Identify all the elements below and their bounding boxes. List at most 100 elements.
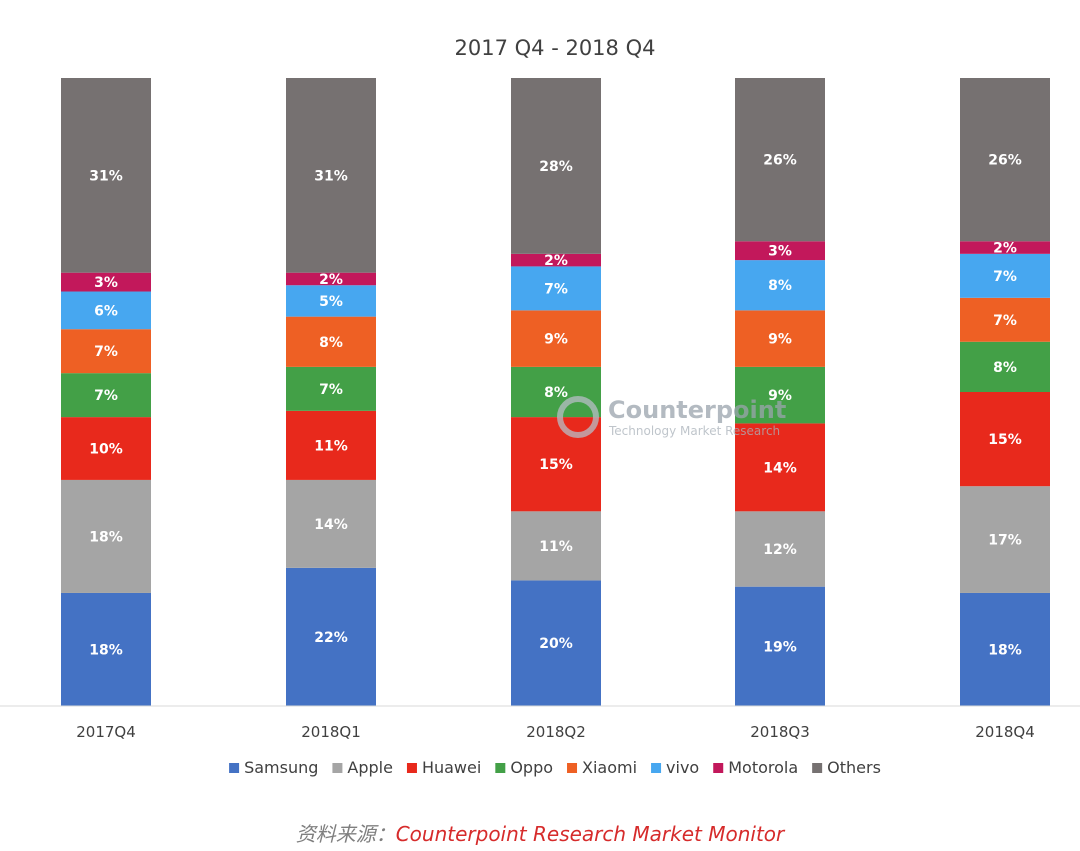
bars-group: 18% 18% 10% 7% 7% 6% 3% 31% 22% 14% 11% 7% 8% 5% 2% 31%… xyxy=(61,78,1050,706)
data-label-samsung-2018q1: 22% xyxy=(314,630,348,646)
data-label-huawei-2018q2: 15% xyxy=(539,457,573,473)
bar-others-2018q2 xyxy=(511,78,601,254)
legend-label-samsung: Samsung xyxy=(244,758,318,777)
legend-swatch-vivo xyxy=(651,763,662,773)
legend-swatch-samsung xyxy=(229,763,240,773)
legend: Samsung Apple Huawei Oppo Xiaomi vivo Motorola… xyxy=(229,758,881,777)
data-label-vivo-2017q4: 6% xyxy=(94,303,118,319)
data-label-others-2018q4: 26% xyxy=(988,153,1022,169)
legend-swatch-xiaomi xyxy=(567,763,578,773)
bar-oppo-2018q2 xyxy=(511,366,601,418)
bar-motorola-2018q4 xyxy=(960,241,1050,254)
data-label-huawei-2018q3: 14% xyxy=(763,460,797,476)
watermark-tagline: Technology Market Research xyxy=(608,424,780,438)
legend-swatch-huawei xyxy=(406,763,417,773)
bar-samsung-2018q3 xyxy=(735,586,825,706)
bar-samsung-2017q4 xyxy=(61,592,151,706)
watermark-name: Counterpoint xyxy=(608,396,786,424)
data-label-motorola-2018q4: 2% xyxy=(993,241,1017,257)
bar-xiaomi-2018q3 xyxy=(735,310,825,367)
counterpoint-logo-icon xyxy=(557,396,599,438)
data-label-motorola-2018q2: 2% xyxy=(544,253,568,269)
x-tick-label-2018q2: 2018Q2 xyxy=(526,723,586,741)
x-tick-label-2018q4: 2018Q4 xyxy=(975,723,1035,741)
bar-motorola-2018q1 xyxy=(286,272,376,286)
data-label-oppo-2018q2: 8% xyxy=(544,385,568,401)
legend-swatch-others xyxy=(812,763,823,773)
bar-vivo-2018q3 xyxy=(735,260,825,311)
data-label-huawei-2018q4: 15% xyxy=(988,432,1022,448)
legend-label-huawei: Huawei xyxy=(422,758,481,777)
bar-apple-2018q1 xyxy=(286,479,376,568)
data-label-others-2018q2: 28% xyxy=(539,159,573,175)
chart-title: 2017 Q4 - 2018 Q4 xyxy=(455,36,656,60)
legend-swatch-motorola xyxy=(713,763,724,773)
watermark: Counterpoint Technology Market Research xyxy=(557,396,786,438)
bar-motorola-2017q4 xyxy=(61,272,151,292)
legend-label-motorola: Motorola xyxy=(728,758,798,777)
data-label-xiaomi-2018q2: 9% xyxy=(544,332,568,348)
bar-others-2018q1 xyxy=(286,78,376,273)
data-label-xiaomi-2018q1: 8% xyxy=(319,335,343,351)
bar-others-2018q4 xyxy=(960,78,1050,242)
bar-vivo-2018q1 xyxy=(286,285,376,317)
x-tick-label-2018q1: 2018Q1 xyxy=(301,723,361,741)
bar-huawei-2018q3 xyxy=(735,423,825,512)
data-label-vivo-2018q4: 7% xyxy=(993,269,1017,285)
data-label-others-2017q4: 31% xyxy=(89,168,123,184)
data-label-oppo-2018q4: 8% xyxy=(993,360,1017,376)
bar-oppo-2018q3 xyxy=(735,366,825,424)
legend-label-vivo: vivo xyxy=(666,758,699,777)
bar-xiaomi-2018q2 xyxy=(511,310,601,367)
legend-label-xiaomi: Xiaomi xyxy=(582,758,637,777)
bar-apple-2018q2 xyxy=(511,511,601,581)
legend-label-others: Others xyxy=(827,758,881,777)
bar-oppo-2017q4 xyxy=(61,373,151,418)
data-label-vivo-2018q2: 7% xyxy=(544,281,568,297)
bar-huawei-2018q4 xyxy=(960,392,1050,487)
bar-apple-2018q3 xyxy=(735,511,825,587)
data-label-oppo-2018q3: 9% xyxy=(768,388,792,404)
data-label-vivo-2018q1: 5% xyxy=(319,294,343,310)
legend-swatch-oppo xyxy=(495,763,506,773)
bar-xiaomi-2018q1 xyxy=(286,316,376,367)
data-label-oppo-2017q4: 7% xyxy=(94,388,118,404)
bar-vivo-2018q4 xyxy=(960,253,1050,298)
bar-huawei-2018q1 xyxy=(286,410,376,480)
legend-label-oppo: Oppo xyxy=(510,758,553,777)
x-tick-label-2017q4: 2017Q4 xyxy=(76,723,136,741)
data-label-samsung-2018q2: 20% xyxy=(539,636,573,652)
data-label-samsung-2017q4: 18% xyxy=(89,642,123,658)
bar-vivo-2018q2 xyxy=(511,266,601,311)
source-text: Counterpoint Research Market Monitor xyxy=(395,822,785,846)
data-label-xiaomi-2018q4: 7% xyxy=(993,313,1017,329)
data-label-apple-2017q4: 18% xyxy=(89,529,123,545)
data-label-huawei-2017q4: 10% xyxy=(89,442,123,458)
bar-oppo-2018q4 xyxy=(960,341,1050,392)
bar-samsung-2018q4 xyxy=(960,592,1050,706)
source-prefix: 资料来源： xyxy=(295,822,396,846)
bar-oppo-2018q1 xyxy=(286,366,376,411)
source-line: 资料来源：Counterpoint Research Market Monito… xyxy=(0,818,1080,847)
data-label-motorola-2018q1: 2% xyxy=(319,272,343,288)
data-label-apple-2018q1: 14% xyxy=(314,517,348,533)
data-label-apple-2018q4: 17% xyxy=(988,533,1022,549)
bar-motorola-2018q3 xyxy=(735,241,825,261)
data-label-apple-2018q2: 11% xyxy=(539,539,573,555)
bar-huawei-2017q4 xyxy=(61,417,151,480)
data-label-apple-2018q3: 12% xyxy=(763,542,797,558)
bar-motorola-2018q2 xyxy=(511,253,601,267)
data-label-oppo-2018q1: 7% xyxy=(319,382,343,398)
data-label-samsung-2018q4: 18% xyxy=(988,642,1022,658)
bar-others-2018q3 xyxy=(735,78,825,242)
bar-xiaomi-2018q4 xyxy=(960,297,1050,342)
bar-samsung-2018q2 xyxy=(511,580,601,706)
data-label-samsung-2018q3: 19% xyxy=(763,639,797,655)
x-axis-ticks: 2017Q4 2018Q1 2018Q2 2018Q3 2018Q4 xyxy=(76,723,1035,741)
bar-others-2017q4 xyxy=(61,78,151,273)
bar-xiaomi-2017q4 xyxy=(61,329,151,374)
legend-label-apple: Apple xyxy=(347,758,393,777)
data-label-xiaomi-2018q3: 9% xyxy=(768,332,792,348)
data-label-huawei-2018q1: 11% xyxy=(314,438,348,454)
